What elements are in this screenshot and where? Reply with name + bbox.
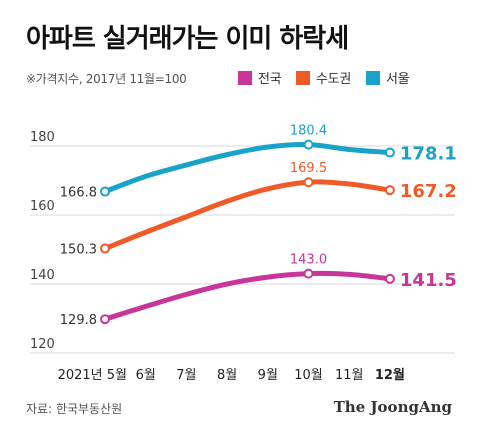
legend-label-seoul: 서울: [386, 72, 410, 87]
brand-logo: The JoongAng: [333, 398, 452, 416]
x-tick-label: 7월: [176, 368, 196, 383]
legend-swatch-seoul: [366, 70, 380, 85]
legend-swatch-national: [238, 70, 252, 85]
y-tick-label: 120: [30, 337, 55, 352]
data-label: 143.0: [290, 253, 327, 268]
data-point-marker: [303, 139, 314, 150]
data-label: 178.1: [400, 144, 457, 165]
data-label: 129.8: [60, 313, 97, 328]
x-tick-label: 6월: [136, 368, 156, 383]
x-tick-label: 8월: [217, 368, 237, 383]
data-label: 166.8: [60, 186, 97, 201]
series-line-0: [102, 270, 393, 322]
label-layer: 129.8 143.0 141.5 150.3 169.5 167.2 166.8 180.4…: [60, 124, 457, 329]
y-tick-label: 180: [30, 130, 55, 145]
series-line-1: [102, 179, 393, 251]
data-label: 180.4: [290, 124, 327, 139]
x-tick-label: 10월: [294, 368, 323, 383]
legend-label-national: 전국: [258, 72, 282, 87]
y-tick-label: 140: [30, 268, 55, 283]
data-point-marker: [303, 177, 314, 188]
legend-item-national: 전국: [238, 68, 282, 87]
data-point-marker: [100, 314, 110, 325]
data-label: 141.5: [400, 270, 457, 291]
data-point-marker: [100, 243, 110, 254]
series-line-2: [102, 142, 393, 195]
point-layer: [100, 139, 395, 325]
y-tick-label: 160: [30, 199, 55, 214]
x-tick-label: 2021년 5월: [58, 368, 127, 383]
data-point-marker: [384, 185, 395, 196]
grid-layer: 180 160 140 120: [30, 130, 455, 354]
data-label: 150.3: [60, 242, 97, 257]
line-layer: [102, 142, 393, 322]
legend-item-seoul: 서울: [366, 68, 410, 87]
legend-item-capital: 수도권: [296, 68, 351, 87]
data-point-marker: [100, 186, 110, 197]
x-tick-label: 12월: [375, 367, 405, 383]
legend-swatch-capital: [296, 70, 310, 85]
chart-subtitle: ※가격지수, 2017년 11월=100: [26, 72, 187, 86]
data-point-marker: [384, 147, 395, 158]
data-point-marker: [384, 273, 395, 284]
x-tick-label: 11월: [335, 368, 364, 383]
source-note: 자료: 한국부동산원: [26, 402, 123, 416]
chart-title: 아파트 실거래가는 이미 하락세: [26, 24, 349, 54]
data-label: 169.5: [290, 161, 327, 176]
axis-layer: 2021년 5월 6월 7월 8월 9월 10월 11월 12월: [58, 367, 405, 383]
data-point-marker: [303, 268, 314, 279]
x-tick-label: 9월: [258, 368, 278, 383]
legend-label-capital: 수도권: [316, 72, 351, 87]
data-label: 167.2: [400, 181, 457, 202]
chart-legend: 전국 수도권 서울: [0, 68, 480, 88]
